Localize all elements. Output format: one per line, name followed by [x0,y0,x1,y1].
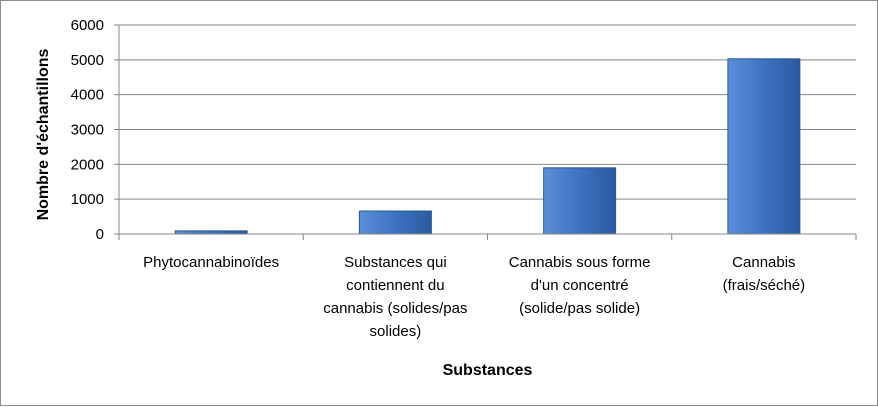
x-category-label: Substances qui contiennent du cannabis (so… [323,254,467,340]
x-axis-categories: Phytocannabinoïdes Substances qui contienn… [118,234,857,340]
x-category-label: Phytocannabinoïdes [143,254,279,271]
y-tick-label: 0 [96,226,104,243]
y-tick-label: 5000 [71,52,104,69]
y-tick-label: 6000 [71,17,104,34]
y-tick-label: 4000 [71,87,104,104]
bars [174,58,801,235]
y-tick-label: 3000 [71,122,104,139]
x-category-label: Cannabis sous forme d'un concentré (solide… [509,254,651,317]
bar [543,167,617,235]
y-tick-label: 1000 [71,191,104,208]
bar [358,210,432,235]
x-category-label: Cannabis (frais/séché) [723,254,806,294]
y-tick-label: 2000 [71,156,104,173]
y-axis-title: Nombre d'échantillons [35,48,52,220]
bar [727,58,801,235]
x-axis-title: Substances [443,362,533,379]
y-axis-ticks: 0 1000 2000 3000 4000 5000 6000 [71,17,119,243]
